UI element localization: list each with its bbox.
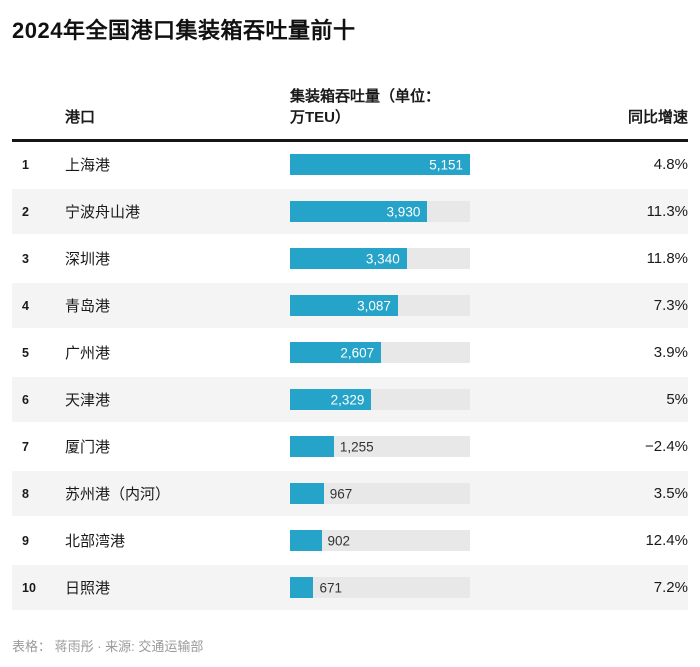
port-name: 青岛港 xyxy=(65,298,111,315)
table-row: 6 天津港 2,329 5% xyxy=(12,377,688,424)
port-name: 上海港 xyxy=(65,157,111,174)
rank-value: 1 xyxy=(22,157,29,172)
bar-fill xyxy=(290,154,470,175)
bar-cell: 3,930 xyxy=(290,201,470,222)
bar-track: 2,607 xyxy=(290,342,470,363)
bar-cell: 1,255 xyxy=(290,436,470,457)
throughput-header-line1: 集装箱吞吐量（单位： xyxy=(290,88,441,105)
bar-fill xyxy=(290,389,372,410)
growth-value: 4.8% xyxy=(653,156,688,173)
port-name: 宁波舟山港 xyxy=(65,204,141,221)
bar-value-label: 3,087 xyxy=(357,298,391,313)
bar-fill xyxy=(290,295,398,316)
bar-fill xyxy=(290,342,382,363)
bar-cell: 671 xyxy=(290,577,470,598)
bar-cell: 5,151 xyxy=(290,154,470,175)
growth-value: 11.3% xyxy=(646,203,688,220)
bar-cell: 902 xyxy=(290,530,470,551)
bar-cell: 967 xyxy=(290,483,470,504)
growth-value: 7.3% xyxy=(653,297,688,314)
growth-value: 3.5% xyxy=(653,485,688,502)
port-name: 北部湾港 xyxy=(65,533,126,550)
bar-track: 902 xyxy=(290,530,470,551)
rank-value: 2 xyxy=(22,204,29,219)
bar-cell: 2,607 xyxy=(290,342,470,363)
bar-track: 3,930 xyxy=(290,201,470,222)
table-row: 5 广州港 2,607 3.9% xyxy=(12,330,688,377)
table-row: 10 日照港 671 7.2% xyxy=(12,565,688,612)
bar-fill xyxy=(290,577,314,598)
port-name: 深圳港 xyxy=(65,251,111,268)
growth-column-header: 同比增速 xyxy=(627,109,688,126)
port-name: 厦门港 xyxy=(65,439,111,456)
table-body: 1 上海港 5,151 4.8% 2 宁波舟山港 3,930 11.3% xyxy=(12,142,688,612)
bar-fill xyxy=(290,483,324,504)
bar-fill xyxy=(290,530,322,551)
table-row: 3 深圳港 3,340 11.8% xyxy=(12,236,688,283)
table-row: 7 厦门港 1,255 −2.4% xyxy=(12,424,688,471)
bar-track: 1,255 xyxy=(290,436,470,457)
bar-value-label: 5,151 xyxy=(429,157,463,172)
bar-track: 671 xyxy=(290,577,470,598)
bar-fill xyxy=(290,436,334,457)
table-row: 9 北部湾港 902 12.4% xyxy=(12,518,688,565)
rank-value: 6 xyxy=(22,392,29,407)
port-name: 广州港 xyxy=(65,345,111,362)
growth-value: 5% xyxy=(666,391,688,408)
bar-value-label: 671 xyxy=(319,580,342,595)
growth-value: −2.4% xyxy=(645,438,688,455)
bar-track: 2,329 xyxy=(290,389,470,410)
bar-value-label: 902 xyxy=(327,533,351,548)
port-column-header: 港口 xyxy=(65,109,96,126)
bar-value-label: 3,930 xyxy=(386,204,421,219)
growth-value: 3.9% xyxy=(653,344,688,361)
bar-track: 3,087 xyxy=(290,295,470,316)
table-row: 2 宁波舟山港 3,930 11.3% xyxy=(12,189,688,236)
bar-value-label: 2,607 xyxy=(340,345,375,360)
rank-value: 7 xyxy=(22,439,29,454)
bar-fill xyxy=(290,201,428,222)
bar-track: 5,151 xyxy=(290,154,470,175)
growth-value: 11.8% xyxy=(646,250,688,267)
bar-value-label: 3,340 xyxy=(365,251,400,266)
table-header: 港口 集装箱吞吐量（单位： 万TEU） 同比增速 xyxy=(12,86,688,142)
port-name: 天津港 xyxy=(65,392,111,409)
page-title: 2024年全国港口集装箱吞吐量前十 xyxy=(12,18,356,43)
bar-cell: 3,087 xyxy=(290,295,470,316)
table-row: 1 上海港 5,151 4.8% xyxy=(12,142,688,189)
growth-value: 7.2% xyxy=(653,579,688,596)
bar-track: 3,340 xyxy=(290,248,470,269)
port-name: 日照港 xyxy=(65,580,111,597)
throughput-column-header: 集装箱吞吐量（单位： 万TEU） xyxy=(290,86,470,128)
table-row: 4 青岛港 3,087 7.3% xyxy=(12,283,688,330)
throughput-header-line2: 万TEU） xyxy=(290,109,351,126)
bar-value-label: 967 xyxy=(329,486,353,501)
rank-value: 9 xyxy=(22,533,29,548)
bar-value-label: 1,255 xyxy=(339,439,374,454)
port-name: 苏州港（内河） xyxy=(65,486,171,503)
bar-cell: 2,329 xyxy=(290,389,470,410)
rank-value: 8 xyxy=(22,486,29,501)
table-row: 8 苏州港（内河） 967 3.5% xyxy=(12,471,688,518)
rank-value: 10 xyxy=(22,580,36,595)
rank-value: 4 xyxy=(22,298,29,313)
growth-value: 12.4% xyxy=(645,532,688,549)
bar-value-label: 2,329 xyxy=(330,392,365,407)
source-credit: 表格： 蒋雨彤 · 来源: 交通运输部 xyxy=(12,639,204,654)
bar-fill xyxy=(290,248,407,269)
bar-cell: 3,340 xyxy=(290,248,470,269)
rank-value: 5 xyxy=(22,345,29,360)
bar-track: 967 xyxy=(290,483,470,504)
rank-value: 3 xyxy=(22,251,29,266)
